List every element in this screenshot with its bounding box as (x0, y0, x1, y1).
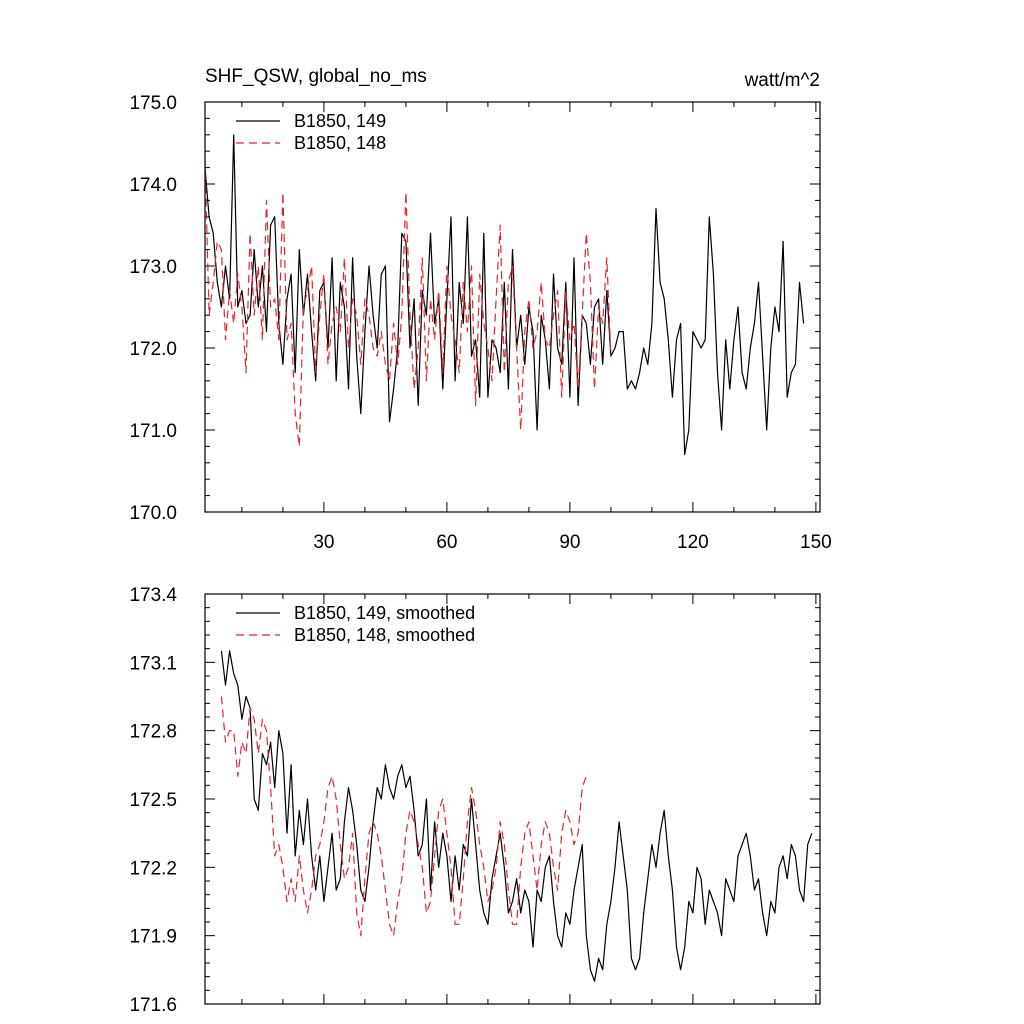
top-panel-legend: B1850, 149 B1850, 148 (236, 111, 386, 153)
x-tick-label: 90 (559, 532, 580, 553)
x-tick-label: 120 (677, 532, 709, 553)
top-panel-title: SHF_QSW, global_no_ms (205, 66, 427, 87)
bottom-panel-legend: B1850, 149, smoothed B1850, 148, smoothe… (236, 603, 475, 645)
top-panel-tick-labels: 30 60 90 120 150 170.0 171.0 172.0 173.0 174.0 175… (129, 93, 831, 553)
y-tick-label: 171.6 (129, 995, 177, 1016)
y-tick-label: 171.9 (129, 927, 177, 948)
y-tick-label: 173.0 (129, 257, 177, 278)
legend-label-series-149-smoothed: B1850, 149, smoothed (294, 603, 475, 623)
top-panel: SHF_QSW, global_no_ms watt/m^2 30 60 90 120… (129, 66, 831, 553)
x-tick-label: 150 (800, 532, 832, 553)
top-panel-frame (204, 101, 821, 513)
series-line-b1850-149-smoothed (220, 650, 813, 982)
top-panel-series (204, 134, 805, 456)
bottom-panel-series (220, 650, 813, 982)
y-tick-label: 172.8 (129, 722, 177, 743)
bottom-panel-ticks (205, 593, 820, 1005)
bottom-panel-frame (204, 593, 821, 1005)
y-tick-label: 171.0 (129, 421, 177, 442)
y-tick-label: 172.0 (129, 339, 177, 360)
y-tick-label: 175.0 (129, 93, 177, 114)
series-line-b1850-148 (204, 159, 612, 447)
top-panel-ticks (205, 101, 820, 513)
series-line-b1850-148-smoothed (220, 696, 587, 937)
x-tick-label: 30 (313, 532, 334, 553)
y-tick-label: 173.1 (129, 653, 177, 674)
y-tick-label: 173.4 (129, 585, 177, 606)
y-tick-label: 174.0 (129, 175, 177, 196)
y-tick-label: 172.5 (129, 790, 177, 811)
legend-label-series-148-smoothed: B1850, 148, smoothed (294, 625, 475, 645)
legend-label-series-149: B1850, 149 (294, 111, 386, 131)
y-tick-label: 172.2 (129, 858, 177, 879)
bottom-panel: 171.6 171.9 172.2 172.5 172.8 173.1 173.4 B185… (129, 585, 821, 1016)
bottom-panel-tick-labels: 171.6 171.9 172.2 172.5 172.8 173.1 173.4 (129, 585, 177, 1016)
y-tick-label: 170.0 (129, 503, 177, 524)
x-tick-label: 60 (436, 532, 457, 553)
series-line-b1850-149 (204, 134, 805, 456)
legend-label-series-148: B1850, 148 (294, 133, 386, 153)
top-panel-units: watt/m^2 (744, 70, 820, 91)
